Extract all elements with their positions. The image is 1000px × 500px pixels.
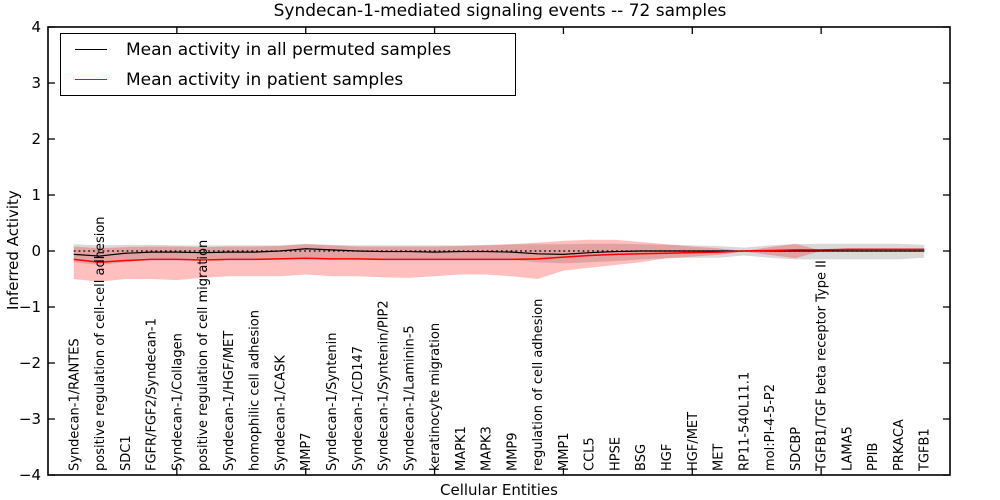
x-tick-label: MAPK1 <box>454 426 469 471</box>
x-tick-label: Syndecan-1/Syntenin/PIP2 <box>377 300 392 471</box>
x-tick-label: MAPK3 <box>480 426 495 471</box>
x-tick-label: Syndecan-1/CASK <box>273 355 288 471</box>
x-tick-label: MET <box>712 444 727 471</box>
x-tick-label: homophilic cell adhesion <box>248 310 263 471</box>
y-tick-label: 1 <box>31 186 41 204</box>
x-tick-label: HPSE <box>608 437 623 471</box>
x-tick-label: positive regulation of cell-cell adhesio… <box>93 216 108 471</box>
x-tick-label: Syndecan-1/CD147 <box>351 346 366 471</box>
y-tick-label: 3 <box>31 74 41 92</box>
x-tick-label: TGFB1 <box>918 428 933 472</box>
x-tick-label: mol:PI-4-5-P2 <box>763 384 778 471</box>
x-tick-label: HGF/MET <box>686 412 701 471</box>
x-axis-label: Cellular Entities <box>440 481 558 499</box>
y-tick-label: −4 <box>19 466 41 484</box>
legend-line-patient-icon <box>75 79 107 80</box>
x-tick-label: SDCBP <box>789 427 804 471</box>
legend-label-patient: Mean activity in patient samples <box>126 69 404 90</box>
patient-mean-line <box>73 248 925 263</box>
x-tick-labels: Syndecan-1/RANTES positive regulation of … <box>67 216 932 472</box>
x-tick-label: BSG <box>634 444 649 471</box>
y-tick-label: 2 <box>31 130 41 148</box>
x-tick-label: Syndecan-1/Laminin-5 <box>402 325 417 471</box>
x-tick-label: keratinocyte migration <box>428 323 443 471</box>
y-tick-label: −1 <box>19 298 41 316</box>
x-tick-label: Syndecan-1/RANTES <box>67 338 82 471</box>
x-tick-label: RP11-540L11.1 <box>737 372 752 471</box>
x-tick-label: PPIB <box>866 443 881 471</box>
legend-item-patient: Mean activity in patient samples <box>61 65 515 94</box>
y-tick-label: −3 <box>19 410 41 428</box>
x-tick-label: CCL5 <box>583 437 598 471</box>
x-tick-label: Syndecan-1/HGF/MET <box>222 331 237 471</box>
x-tick-label: FGFR/FGF2/Syndecan-1 <box>145 318 160 471</box>
y-tick-label: 0 <box>31 242 41 260</box>
x-tick-label: PRKACA <box>892 419 907 471</box>
x-tick-label: TGFB1/TGF beta receptor Type II <box>815 260 830 472</box>
x-tick-label: SDC1 <box>119 435 134 471</box>
permuted-std-band <box>73 243 925 265</box>
legend-label-permuted: Mean activity in all permuted samples <box>126 39 452 60</box>
y-axis-ticks: −4 −3 −2 −1 0 1 2 3 4 <box>19 18 950 484</box>
x-tick-label: regulation of cell adhesion <box>531 299 546 471</box>
x-tick-label: positive regulation of cell migration <box>196 240 211 471</box>
x-tick-label: MMP7 <box>299 432 314 471</box>
chart-title: Syndecan-1-mediated signaling events -- … <box>273 1 727 21</box>
permuted-mean-line <box>73 248 925 257</box>
x-tick-label: LAMA5 <box>840 426 855 471</box>
legend: Mean activity in all permuted samples Me… <box>60 33 516 96</box>
legend-line-permuted-icon <box>75 49 107 50</box>
x-tick-label: Syndecan-1/Collagen <box>170 333 185 471</box>
legend-item-permuted: Mean activity in all permuted samples <box>61 35 515 64</box>
y-tick-label: 4 <box>31 18 41 36</box>
x-axis-ticks <box>176 27 822 475</box>
x-tick-label: MMP9 <box>505 432 520 471</box>
y-tick-label: −2 <box>19 354 41 372</box>
x-tick-label: Syndecan-1/Syntenin <box>325 333 340 472</box>
x-tick-label: MMP1 <box>557 432 572 471</box>
x-tick-label: HGF <box>660 444 675 471</box>
